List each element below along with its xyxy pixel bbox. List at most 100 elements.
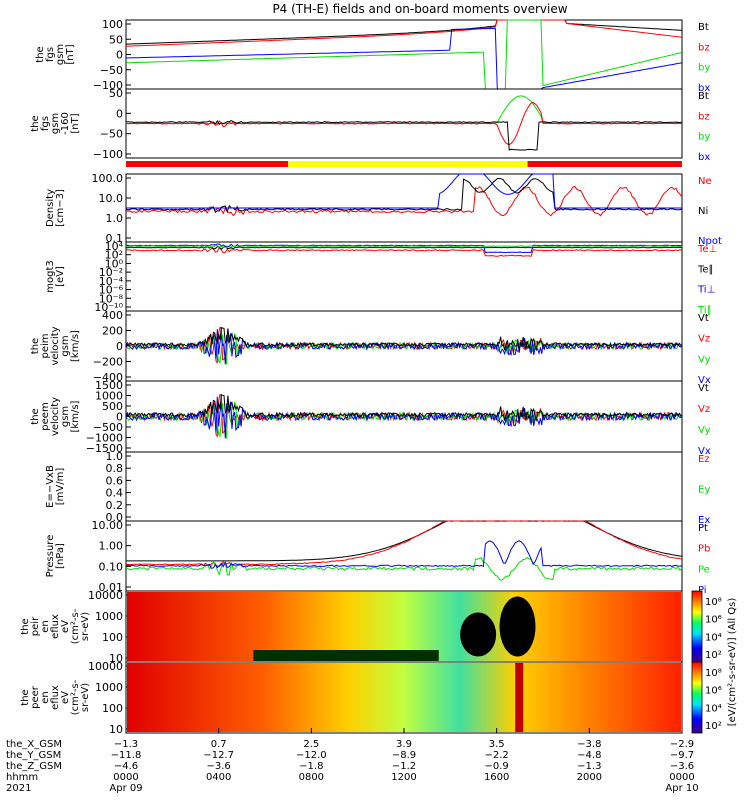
ylabel-ion-velocity: gsm [60, 335, 71, 356]
series-bt-dsl [125, 120, 683, 151]
ylabel-fgs-dsl: [nT] [70, 113, 81, 133]
ytick-label-electron-velocity: 1500 [95, 379, 123, 392]
ylabel-fgs-dsl: fgs [40, 116, 51, 131]
ytick-label-temperature: 10⁻⁸ [99, 292, 124, 305]
ylabel-elec-spec: eV [60, 691, 71, 704]
xaxis-hhmm: 0800 [299, 772, 324, 783]
colorbar-tick: 10⁸ [705, 668, 722, 679]
ylabel-pressure: [nPa] [55, 543, 66, 569]
ytick-label-fgs-gsm: −50 [100, 64, 123, 77]
ylabel-elec-spec: (cm²-s- [70, 679, 81, 715]
legend-electron-velocity-Vz: Vz [698, 404, 710, 415]
xaxis-hhmm: 1200 [391, 772, 416, 783]
legend-density-Npot: Npot [698, 236, 722, 247]
legend-electron-velocity-Vt: Vt [698, 383, 709, 394]
xaxis-z-gsm: −3.6 [670, 761, 694, 772]
xaxis-z-gsm: −1.2 [392, 761, 416, 772]
ytick-label-temperature: 10⁻¹⁰ [94, 301, 123, 314]
ylabel-efield: [mV/m] [55, 468, 66, 506]
spectrogram-ion-spec [127, 592, 681, 661]
status-bar [126, 161, 682, 167]
ylabel-ion-spec: eV [60, 620, 71, 633]
legend-fgs-dsl-Bt: Bt [698, 91, 709, 102]
ytick-label-ion-velocity: 400 [102, 309, 123, 322]
ylabel-fgs-dsl: gsm [50, 113, 61, 134]
series-npot [126, 173, 682, 209]
xaxis-y-gsm: −9.7 [670, 750, 694, 761]
panel-fgs-gsm: 100 50 0 −50 −100 the fgs gsm [nT] Bt bz by bx [35, 18, 710, 94]
legend-ion-velocity-Vz: Vz [698, 334, 710, 345]
legend-fgs-dsl-bz: bz [698, 111, 710, 122]
legend-temperature-Ti∥: Ti∥ [697, 305, 712, 316]
ytick-label-efield: 1.0 [106, 450, 124, 463]
colorbar-tick: 10² [705, 721, 722, 732]
legend-temperature-Te⊥: Te⊥ [697, 244, 717, 255]
ytick-label-electron-velocity: −500 [93, 421, 123, 434]
xaxis-hhmm: 1600 [484, 772, 509, 783]
panel-density: 100.0 10.0 1.0 0.1 Density [cm−3] Ne Ni Npot [45, 172, 722, 247]
status-segment-1 [288, 161, 528, 167]
ytick-label-fgs-gsm: −100 [93, 79, 123, 92]
xaxis-hhmm: 2000 [577, 772, 602, 783]
ylabel-elec-spec: en [40, 691, 51, 704]
spectrogram-void-1 [460, 612, 497, 657]
legend-ion-velocity-Vt: Vt [698, 313, 709, 324]
ylabel-pressure: Pressure [45, 535, 56, 578]
series-pi [125, 540, 683, 569]
xaxis-row-label: hhmm [6, 772, 38, 783]
xaxis-hhmm: 0000 [113, 772, 138, 783]
ytick-label-temperature: 10⁻² [99, 266, 123, 279]
ytick-label-temperature: 10² [105, 249, 123, 262]
ylabel-density: Density [45, 189, 56, 227]
legend-efield-Ez: Ez [698, 454, 710, 465]
ylabel-density: [cm−3] [55, 189, 66, 227]
colorbar: 10⁸ 10⁶ 10⁴ 10² 10⁸ 10⁶ 10⁴ 10² [eV/(cm²-s-sr-eV… [691, 590, 738, 734]
panel-ion-velocity: 400 200 0 −200 −400 the peim velocity gsm [km/s] V… [30, 309, 711, 386]
ylabel-fgs-dsl: -160 [60, 112, 71, 135]
colorbar-scale-0 [691, 590, 703, 663]
ytick-label-density: 0.1 [106, 232, 124, 245]
xaxis-z-gsm: −1.3 [577, 761, 601, 772]
ytick-label-temperature: 10⁰ [105, 257, 124, 270]
series-ion-velocity-vx [125, 329, 683, 365]
xaxis-z-gsm: −4.6 [114, 761, 138, 772]
series-tepar [125, 245, 683, 250]
ytick-label-ion-spec: 1000 [95, 610, 123, 623]
status-segment-0 [126, 161, 289, 167]
legend-density-Ne: Ne [698, 176, 712, 187]
series-teperp [125, 246, 683, 257]
ytick-label-fgs-dsl: 0 [116, 107, 123, 120]
series-bz-dsl [125, 102, 682, 146]
ytick-label-density: 1.0 [106, 212, 124, 225]
legend-efield-Ey: Ey [698, 485, 710, 496]
ytick-label-electron-velocity: 1000 [95, 390, 123, 403]
legend-electron-velocity-Vx: Vx [698, 446, 711, 457]
ytick-label-electron-velocity: 500 [102, 400, 123, 413]
ytick-label-fgs-gsm: 50 [109, 33, 123, 46]
ylabel-fgs-gsm: fgs [45, 47, 56, 62]
spectrogram-elec-spec [127, 663, 681, 732]
legend-fgs-gsm-by: by [698, 63, 710, 74]
xaxis-y-gsm: −12.7 [203, 750, 234, 761]
ylabel-electron-velocity: velocity [50, 397, 61, 436]
colorbar-tick: 10⁴ [705, 703, 722, 714]
ytick-label-pressure: 10.00 [92, 519, 124, 532]
legend-fgs-dsl-bx: bx [698, 152, 710, 163]
legend-efield-Ex: Ex [698, 515, 710, 526]
ytick-label-density: 10.0 [99, 192, 124, 205]
legend-ion-velocity-Vy: Vy [698, 354, 711, 365]
colorbar-label: [eV/(cm²-s-sr-eV)] (All Qs) [727, 598, 738, 727]
colorbar-scale-1 [691, 661, 703, 734]
legend-electron-velocity-Vy: Vy [698, 425, 711, 436]
ytick-label-efield: 0.4 [106, 487, 124, 500]
ylabel-fgs-gsm: [nT] [65, 44, 76, 64]
colorbar-tick: 10² [705, 650, 722, 661]
ytick-label-ion-velocity: 0 [116, 340, 123, 353]
ylabel-ion-velocity: [km/s] [70, 330, 81, 362]
ytick-label-temperature: 10⁻⁴ [99, 275, 124, 288]
legend-fgs-gsm-Bt: Bt [698, 22, 709, 33]
colorbar-tick: 10⁶ [705, 615, 722, 626]
ytick-label-pressure: 0.10 [99, 560, 124, 573]
